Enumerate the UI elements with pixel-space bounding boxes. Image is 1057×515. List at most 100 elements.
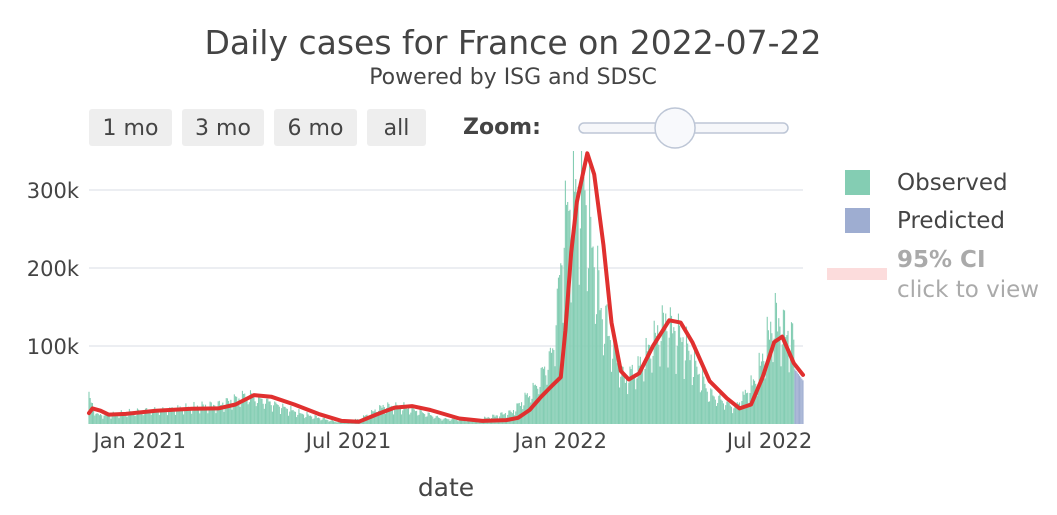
observed-bar — [296, 417, 298, 424]
range-button-3mo[interactable]: 3 mo — [182, 109, 264, 146]
observed-bar — [407, 407, 410, 424]
legend-ci-swatch[interactable] — [827, 268, 887, 280]
observed-bar — [703, 376, 705, 424]
observed-bar — [649, 344, 651, 424]
observed-bar — [233, 394, 235, 424]
range-button-label[interactable]: 6 mo — [288, 116, 344, 141]
observed-bar — [285, 408, 287, 424]
x-axis: Jan 2021 Jul 2021 Jan 2022 Jul 2022 — [92, 429, 813, 453]
observed-bar — [377, 410, 380, 424]
range-button-bg[interactable] — [274, 109, 357, 146]
observed-bar — [421, 412, 423, 424]
observed-bar — [279, 414, 282, 424]
observed-bar — [299, 413, 301, 424]
observed-bar — [782, 309, 784, 424]
observed-bar — [271, 411, 273, 424]
observed-bar — [153, 408, 155, 424]
range-button-label[interactable]: 3 mo — [195, 116, 251, 141]
observed-bar — [297, 414, 299, 424]
zoom-slider-handle[interactable] — [654, 107, 696, 149]
y-axis: 100k 200k 300k — [27, 179, 80, 359]
observed-bar — [249, 390, 252, 424]
observed-bar — [132, 412, 134, 424]
x-axis-title: date — [418, 473, 474, 502]
observed-bar — [128, 408, 130, 424]
observed-bar — [215, 413, 217, 424]
legend-predicted-swatch[interactable] — [845, 208, 870, 233]
range-button-all[interactable]: all — [367, 109, 426, 146]
observed-bar — [404, 405, 406, 424]
observed-bar — [737, 403, 739, 424]
observed-bar — [452, 418, 455, 424]
smoothed-line-layer — [87, 151, 805, 424]
observed-bar — [298, 409, 300, 424]
observed-bar — [225, 398, 227, 424]
observed-bar — [711, 389, 713, 424]
observed-bar — [458, 419, 460, 424]
observed-bar — [193, 401, 195, 424]
observed-bar — [178, 408, 180, 424]
range-button-6mo[interactable]: 6 mo — [274, 109, 357, 146]
observed-bar — [647, 344, 649, 424]
observed-bar — [177, 405, 179, 424]
observed-bar — [665, 313, 667, 424]
observed-bar — [442, 419, 444, 424]
observed-bar — [728, 403, 730, 424]
observed-bar — [732, 413, 734, 424]
observed-bar — [659, 366, 661, 424]
observed-bar — [120, 410, 122, 424]
observed-bar — [375, 412, 377, 424]
observed-bar — [461, 419, 463, 424]
observed-bar — [431, 415, 433, 424]
legend-predicted-label[interactable]: Predicted — [897, 208, 1005, 234]
observed-bar — [582, 167, 584, 425]
range-button-bg[interactable] — [89, 109, 172, 146]
legend-ci-hint[interactable]: click to view — [897, 277, 1039, 303]
observed-bar — [610, 371, 613, 424]
observed-bar — [270, 405, 272, 424]
observed-bar — [369, 414, 371, 424]
observed-bar — [283, 406, 285, 424]
legend-ci-label[interactable]: 95% CI — [897, 247, 986, 273]
observed-bar — [135, 415, 137, 424]
observed-bar — [629, 366, 631, 424]
observed-bar — [389, 406, 391, 424]
observed-bar — [670, 315, 673, 424]
observed-bar — [386, 408, 388, 424]
observed-bar — [95, 413, 97, 424]
observed-bar — [263, 408, 265, 424]
observed-bar — [664, 326, 666, 424]
observed-bar — [462, 419, 464, 424]
observed-bar — [111, 415, 113, 424]
observed-bar — [597, 245, 599, 424]
observed-bar — [206, 407, 208, 424]
observed-bar — [162, 407, 164, 424]
observed-bar — [601, 319, 603, 424]
observed-bar — [729, 405, 731, 424]
legend-observed-swatch[interactable] — [845, 170, 870, 195]
x-tick-label: Jul 2021 — [304, 429, 391, 453]
observed-bar — [748, 403, 750, 424]
observed-bar — [449, 421, 451, 424]
range-button-1mo[interactable]: 1 mo — [89, 109, 172, 146]
range-button-label[interactable]: all — [384, 116, 410, 141]
observed-bar — [694, 345, 696, 424]
observed-bar — [787, 330, 789, 424]
range-button-bg[interactable] — [367, 109, 426, 146]
observed-bar — [426, 416, 428, 424]
observed-bar — [411, 404, 413, 424]
range-button-bg[interactable] — [182, 109, 264, 146]
observed-bar — [775, 302, 778, 424]
legend-observed-label[interactable]: Observed — [897, 170, 1008, 196]
observed-bar — [127, 415, 129, 424]
observed-bar — [770, 321, 772, 424]
observed-bar — [736, 402, 738, 424]
observed-bar — [275, 402, 277, 424]
range-button-label[interactable]: 1 mo — [103, 116, 159, 141]
observed-bar — [607, 336, 609, 424]
observed-bar — [741, 400, 743, 424]
observed-bar — [638, 365, 640, 424]
observed-bar — [312, 419, 314, 424]
observed-bar — [88, 391, 90, 424]
observed-bar — [334, 421, 336, 424]
